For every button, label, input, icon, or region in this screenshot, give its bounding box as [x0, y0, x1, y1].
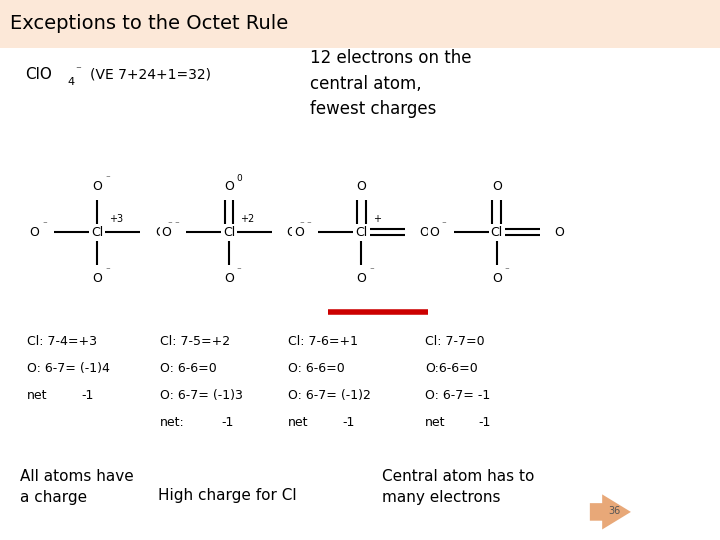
Text: O: O [287, 226, 297, 239]
Text: ⁻: ⁻ [168, 220, 172, 229]
FancyArrow shape [590, 495, 631, 529]
Text: (VE 7+24+1=32): (VE 7+24+1=32) [90, 68, 211, 82]
Text: net:: net: [160, 416, 184, 429]
Text: ⁻: ⁻ [42, 220, 47, 229]
Text: 4: 4 [68, 77, 75, 87]
Text: O: 6-7= (-1)4: O: 6-7= (-1)4 [27, 362, 110, 375]
Text: Cl: 7-7=0: Cl: 7-7=0 [425, 335, 485, 348]
Text: Cl: 7-4=+3: Cl: 7-4=+3 [27, 335, 97, 348]
Text: Cl: Cl [490, 226, 503, 239]
Text: O: 6-6=0: O: 6-6=0 [160, 362, 217, 375]
Text: Cl: Cl [91, 226, 104, 239]
Text: All atoms have
a charge: All atoms have a charge [20, 469, 134, 505]
Text: Cl: Cl [222, 226, 235, 239]
Text: O: O [419, 226, 429, 239]
Text: O: O [294, 226, 304, 239]
Text: ⁻: ⁻ [174, 220, 179, 229]
Text: Cl: Cl [355, 226, 368, 239]
Text: -1: -1 [479, 416, 491, 429]
Text: O: O [92, 180, 102, 193]
Text: -1: -1 [342, 416, 354, 429]
Text: O: O [554, 226, 564, 239]
Text: net: net [425, 416, 445, 429]
Text: ⁻: ⁻ [442, 220, 446, 229]
Text: O: 6-7= -1: O: 6-7= -1 [425, 389, 490, 402]
Text: 12 electrons on the
central atom,
fewest charges: 12 electrons on the central atom, fewest… [310, 49, 471, 118]
Text: O: O [429, 226, 439, 239]
Text: O: O [356, 272, 366, 285]
Text: ⁻: ⁻ [369, 266, 374, 275]
Text: ⁻: ⁻ [237, 266, 241, 275]
Text: ⁻: ⁻ [75, 65, 81, 75]
Text: O: O [155, 226, 165, 239]
Text: 36: 36 [608, 506, 621, 516]
Text: -1: -1 [221, 416, 233, 429]
Text: net: net [27, 389, 48, 402]
Text: O:6-6=0: O:6-6=0 [425, 362, 477, 375]
Text: O: O [356, 180, 366, 193]
Text: O: O [492, 272, 502, 285]
Text: 0: 0 [236, 174, 242, 183]
Text: O: 6-6=0: O: 6-6=0 [288, 362, 345, 375]
Bar [0, 0, 720, 48]
Text: +2: +2 [240, 213, 255, 224]
Text: High charge for Cl: High charge for Cl [158, 488, 297, 503]
Text: O: O [161, 226, 171, 239]
Text: +: + [373, 213, 381, 224]
Text: Central atom has to
many electrons: Central atom has to many electrons [382, 469, 534, 505]
Text: ⁻: ⁻ [105, 266, 109, 275]
Text: Cl: 7-5=+2: Cl: 7-5=+2 [160, 335, 230, 348]
Text: O: O [492, 180, 502, 193]
Text: O: O [30, 226, 40, 239]
Text: Cl: 7-6=+1: Cl: 7-6=+1 [288, 335, 358, 348]
Text: O: O [92, 272, 102, 285]
Text: +3: +3 [109, 213, 123, 224]
Text: ⁻: ⁻ [307, 220, 311, 229]
Text: Exceptions to the Octet Rule: Exceptions to the Octet Rule [10, 14, 288, 33]
Text: O: 6-7= (-1)3: O: 6-7= (-1)3 [160, 389, 243, 402]
Text: ⁻: ⁻ [105, 174, 109, 183]
Text: O: 6-7= (-1)2: O: 6-7= (-1)2 [288, 389, 371, 402]
Text: ⁻: ⁻ [505, 266, 509, 275]
Text: ClO: ClO [25, 67, 52, 82]
Text: O: O [224, 272, 234, 285]
Text: ⁻: ⁻ [300, 220, 304, 229]
Text: net: net [288, 416, 308, 429]
Text: -1: -1 [81, 389, 94, 402]
Text: O: O [224, 180, 234, 193]
